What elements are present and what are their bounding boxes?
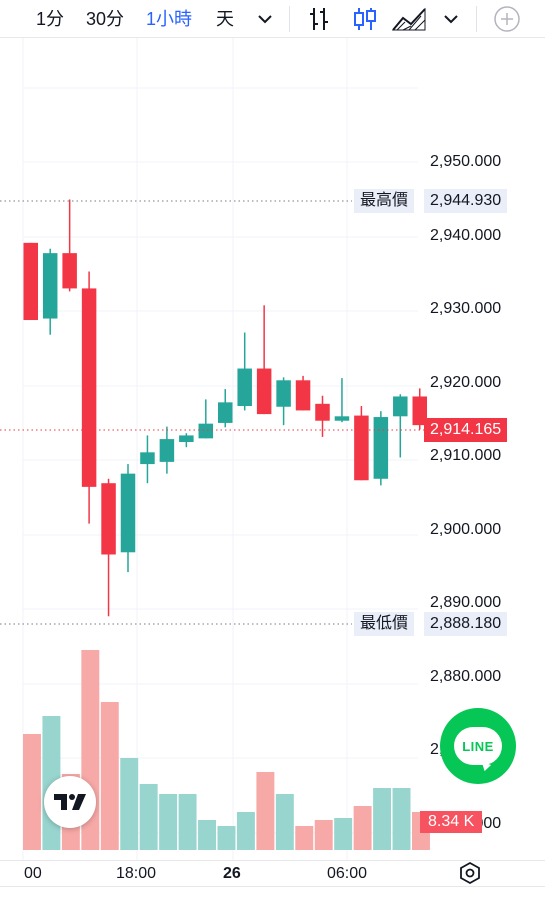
candle-body xyxy=(101,483,116,555)
time-axis: 00 18:00 26 06:00 xyxy=(0,860,545,886)
price-axis-label: 2,880.000 xyxy=(430,667,502,685)
volume-bar xyxy=(275,794,294,850)
area-chart-type-icon[interactable] xyxy=(391,4,429,34)
candle-body xyxy=(120,473,136,553)
line-share-button[interactable]: LINE xyxy=(440,708,516,784)
time-label: 00 xyxy=(24,865,42,882)
settings-icon[interactable] xyxy=(456,860,484,886)
volume-bar xyxy=(120,758,139,850)
candle-body xyxy=(140,452,155,465)
volume-bar xyxy=(100,702,119,850)
bar-chart-type-icon[interactable] xyxy=(304,4,334,34)
candle-body xyxy=(81,288,97,487)
price-axis-label: 2,940.000 xyxy=(430,226,502,244)
volume-bar xyxy=(314,820,333,850)
volume-bar xyxy=(373,788,392,850)
chevron-down-icon[interactable] xyxy=(250,4,280,34)
low-price-tag: 最低價 xyxy=(354,612,415,636)
line-logo-icon: LINE xyxy=(454,727,502,765)
candle-body xyxy=(179,435,194,443)
toolbar-divider xyxy=(289,6,290,32)
bottom-toolbar xyxy=(0,886,545,900)
high-price-value: 2,944.930 xyxy=(424,189,508,213)
low-price-value: 2,888.180 xyxy=(424,612,508,636)
candle-chart-type-icon[interactable] xyxy=(350,4,380,34)
price-axis-label: 2,890.000 xyxy=(430,594,502,611)
chart-toolbar: 1分 30分 1小時 天 xyxy=(0,0,545,38)
interval-1h-button[interactable]: 1小時 xyxy=(146,9,193,29)
candle-body xyxy=(295,380,311,411)
high-price-tag: 最高價 xyxy=(354,189,415,213)
price-axis-label: 2,920.000 xyxy=(430,373,502,391)
volume-bar xyxy=(217,826,236,850)
volume-bar xyxy=(353,806,372,850)
price-axis-label: 2,900.000 xyxy=(430,520,502,538)
candle-body xyxy=(334,416,350,421)
volume-label: 8.34 K xyxy=(420,811,483,833)
candle-body xyxy=(393,396,408,417)
interval-1d-button[interactable]: 天 xyxy=(216,9,234,29)
time-label: 06:00 xyxy=(327,865,368,882)
candle-body xyxy=(276,380,291,407)
candle-body xyxy=(218,402,233,423)
price-axis-label: 2,910.000 xyxy=(430,447,502,464)
candle-body xyxy=(412,396,427,426)
toolbar-divider xyxy=(476,6,477,32)
interval-30m-button[interactable]: 30分 xyxy=(86,9,125,29)
add-icon[interactable] xyxy=(492,4,522,34)
candle-body xyxy=(373,417,389,479)
interval-1m-button[interactable]: 1分 xyxy=(36,9,65,29)
candle-body xyxy=(315,403,330,421)
price-axis-label: 2,930.000 xyxy=(430,300,502,317)
volume-bar xyxy=(334,818,353,850)
candle-body xyxy=(62,253,77,289)
volume-bar xyxy=(256,772,275,850)
chevron-down-icon[interactable] xyxy=(436,4,466,34)
price-axis-label: 2,950.000 xyxy=(430,153,502,170)
volume-bar xyxy=(23,734,41,850)
volume-bar xyxy=(236,812,255,850)
candle-body xyxy=(354,415,369,481)
current-price-label: 2,914.165 xyxy=(424,418,508,442)
time-label: 26 xyxy=(223,865,241,882)
volume-bar xyxy=(295,826,314,850)
volume-bar xyxy=(159,794,178,850)
volume-bar xyxy=(178,794,197,850)
candle-body xyxy=(23,242,38,321)
volume-bar xyxy=(392,788,411,850)
candle-body xyxy=(159,439,175,462)
candle-body xyxy=(42,253,58,319)
volume-bar xyxy=(139,784,158,850)
tradingview-logo[interactable] xyxy=(44,776,96,828)
time-label: 18:00 xyxy=(116,865,157,882)
tradingview-logo-icon xyxy=(54,794,86,810)
candle-body xyxy=(237,368,252,407)
candle-body xyxy=(198,423,214,439)
candle-body xyxy=(256,368,272,415)
volume-bar xyxy=(198,820,216,850)
